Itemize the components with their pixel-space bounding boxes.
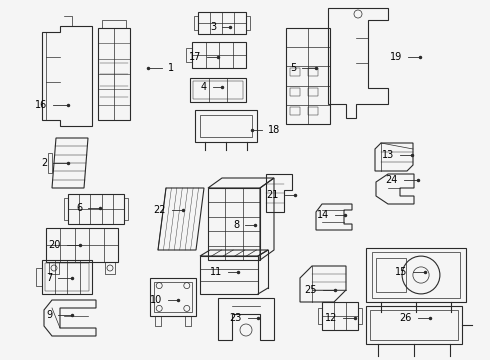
Text: 20: 20: [49, 240, 61, 250]
Bar: [150, 278, 196, 316]
Bar: [322, 302, 358, 330]
Bar: [45, 263, 89, 291]
Bar: [190, 78, 246, 102]
Bar: [193, 81, 243, 99]
Bar: [290, 107, 300, 115]
Bar: [124, 198, 128, 220]
Bar: [358, 308, 362, 324]
Bar: [286, 28, 330, 124]
Bar: [42, 260, 92, 294]
Bar: [290, 68, 300, 76]
Bar: [308, 107, 318, 115]
Bar: [195, 110, 257, 142]
Text: 23: 23: [230, 313, 242, 323]
Bar: [318, 308, 322, 324]
Text: 9: 9: [46, 310, 52, 320]
Bar: [36, 268, 42, 286]
Text: 2: 2: [41, 158, 47, 168]
Text: 6: 6: [76, 203, 82, 213]
Bar: [46, 228, 118, 262]
Text: 25: 25: [304, 285, 317, 295]
Bar: [68, 194, 124, 224]
Bar: [366, 306, 462, 344]
Text: 15: 15: [394, 267, 407, 277]
Bar: [198, 12, 246, 34]
Bar: [372, 252, 460, 298]
Bar: [200, 256, 258, 294]
Bar: [308, 68, 318, 76]
Bar: [308, 87, 318, 96]
Text: 1: 1: [168, 63, 174, 73]
Text: 18: 18: [268, 125, 280, 135]
Text: 7: 7: [46, 273, 52, 283]
Text: 17: 17: [189, 52, 201, 62]
Text: 22: 22: [153, 205, 166, 215]
Bar: [370, 310, 458, 340]
Bar: [290, 87, 300, 96]
Text: 11: 11: [210, 267, 222, 277]
Text: 24: 24: [386, 175, 398, 185]
Text: 26: 26: [400, 313, 412, 323]
Text: 10: 10: [150, 295, 162, 305]
Bar: [98, 28, 130, 120]
Bar: [200, 115, 252, 137]
Text: 3: 3: [210, 22, 216, 32]
Bar: [208, 188, 260, 260]
Text: 5: 5: [290, 63, 296, 73]
Bar: [366, 248, 466, 302]
Bar: [246, 16, 250, 30]
Bar: [102, 20, 126, 28]
Text: 12: 12: [324, 313, 337, 323]
Bar: [376, 258, 406, 292]
Text: 21: 21: [267, 190, 279, 200]
Bar: [48, 153, 52, 173]
Text: 19: 19: [390, 52, 402, 62]
Bar: [154, 282, 192, 312]
Bar: [186, 48, 192, 62]
Bar: [64, 198, 68, 220]
Bar: [194, 16, 198, 30]
Text: 14: 14: [317, 210, 329, 220]
Text: 8: 8: [233, 220, 239, 230]
Bar: [192, 42, 246, 68]
Text: 4: 4: [201, 82, 207, 92]
Text: 13: 13: [382, 150, 394, 160]
Text: 16: 16: [35, 100, 47, 110]
